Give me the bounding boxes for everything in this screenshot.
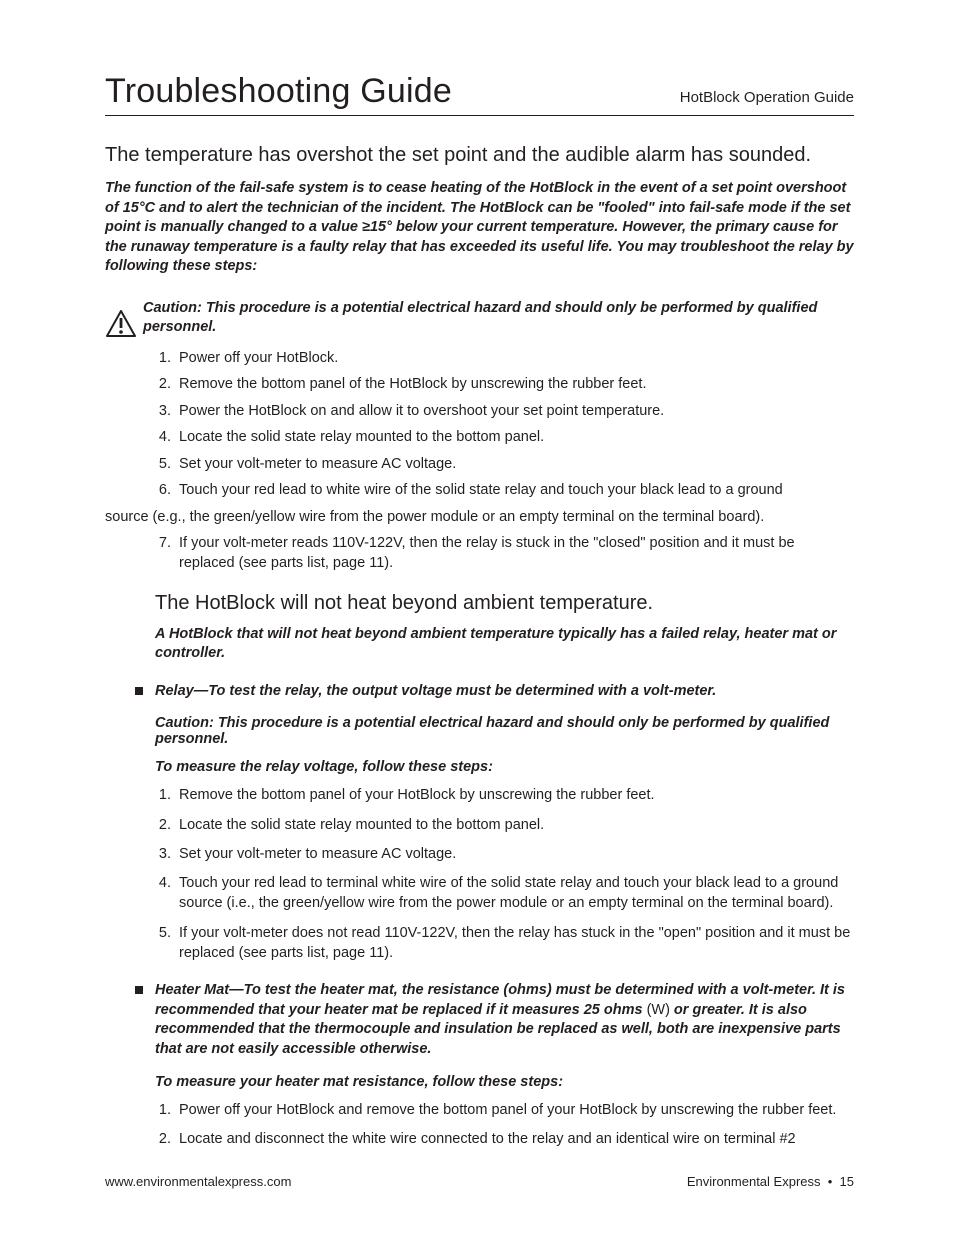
- bullet-icon: [135, 687, 143, 695]
- footer-sep: •: [828, 1174, 833, 1189]
- step6-continuation: source (e.g., the green/yellow wire from…: [105, 508, 854, 528]
- list-item: Touch your red lead to white wire of the…: [175, 481, 854, 501]
- list-item: Remove the bottom panel of the HotBlock …: [175, 375, 854, 395]
- heater-lead-paren: (W): [647, 1002, 670, 1018]
- list-item: Power off your HotBlock and remove the b…: [175, 1100, 854, 1120]
- relay-steps: Remove the bottom panel of your HotBlock…: [105, 785, 854, 963]
- section1-heading: The temperature has overshot the set poi…: [105, 144, 854, 167]
- footer-url: www.environmentalexpress.com: [105, 1174, 291, 1189]
- list-item: Set your volt-meter to measure AC voltag…: [175, 844, 854, 864]
- caution-text: Caution: This procedure is a potential e…: [143, 299, 854, 339]
- footer-company: Environmental Express: [687, 1174, 821, 1189]
- list-item: Power the HotBlock on and allow it to ov…: [175, 402, 854, 422]
- list-item: Locate the solid state relay mounted to …: [175, 428, 854, 448]
- header-row: Troubleshooting Guide HotBlock Operation…: [105, 72, 854, 116]
- section2-heading: The HotBlock will not heat beyond ambien…: [155, 592, 854, 615]
- relay-block: Relay—To test the relay, the output volt…: [135, 682, 854, 702]
- bullet-icon: [135, 986, 143, 994]
- page-number: 15: [840, 1174, 854, 1189]
- relay-steps-label: To measure the relay voltage, follow the…: [155, 759, 854, 775]
- footer-right: Environmental Express • 15: [687, 1174, 854, 1189]
- page-title: Troubleshooting Guide: [105, 72, 452, 111]
- heater-steps: Power off your HotBlock and remove the b…: [105, 1100, 854, 1150]
- section1-steps: Power off your HotBlock. Remove the bott…: [105, 349, 854, 501]
- heater-block: Heater Mat—To test the heater mat, the r…: [135, 981, 854, 1059]
- page: Troubleshooting Guide HotBlock Operation…: [0, 0, 954, 1235]
- list-item: Power off your HotBlock.: [175, 349, 854, 369]
- caution-row: Caution: This procedure is a potential e…: [105, 299, 854, 339]
- section2-intro: A HotBlock that will not heat beyond amb…: [155, 625, 854, 664]
- warning-icon: [105, 309, 137, 339]
- relay-caution: Caution: This procedure is a potential e…: [155, 715, 854, 747]
- list-item: Locate and disconnect the white wire con…: [175, 1129, 854, 1149]
- section1-intro: The function of the fail-safe system is …: [105, 179, 854, 277]
- list-item: Set your volt-meter to measure AC voltag…: [175, 455, 854, 475]
- section1-steps-cont: If your volt-meter reads 110V-122V, then…: [105, 534, 854, 573]
- list-item: If your volt-meter does not read 110V-12…: [175, 923, 854, 964]
- doc-name: HotBlock Operation Guide: [680, 89, 854, 106]
- relay-lead: Relay—To test the relay, the output volt…: [155, 683, 716, 699]
- list-item: If your volt-meter reads 110V-122V, then…: [175, 534, 854, 573]
- heater-steps-label: To measure your heater mat resistance, f…: [155, 1074, 854, 1090]
- footer: www.environmentalexpress.com Environment…: [105, 1174, 854, 1189]
- list-item: Remove the bottom panel of your HotBlock…: [175, 785, 854, 805]
- list-item: Touch your red lead to terminal white wi…: [175, 873, 854, 914]
- list-item: Locate the solid state relay mounted to …: [175, 815, 854, 835]
